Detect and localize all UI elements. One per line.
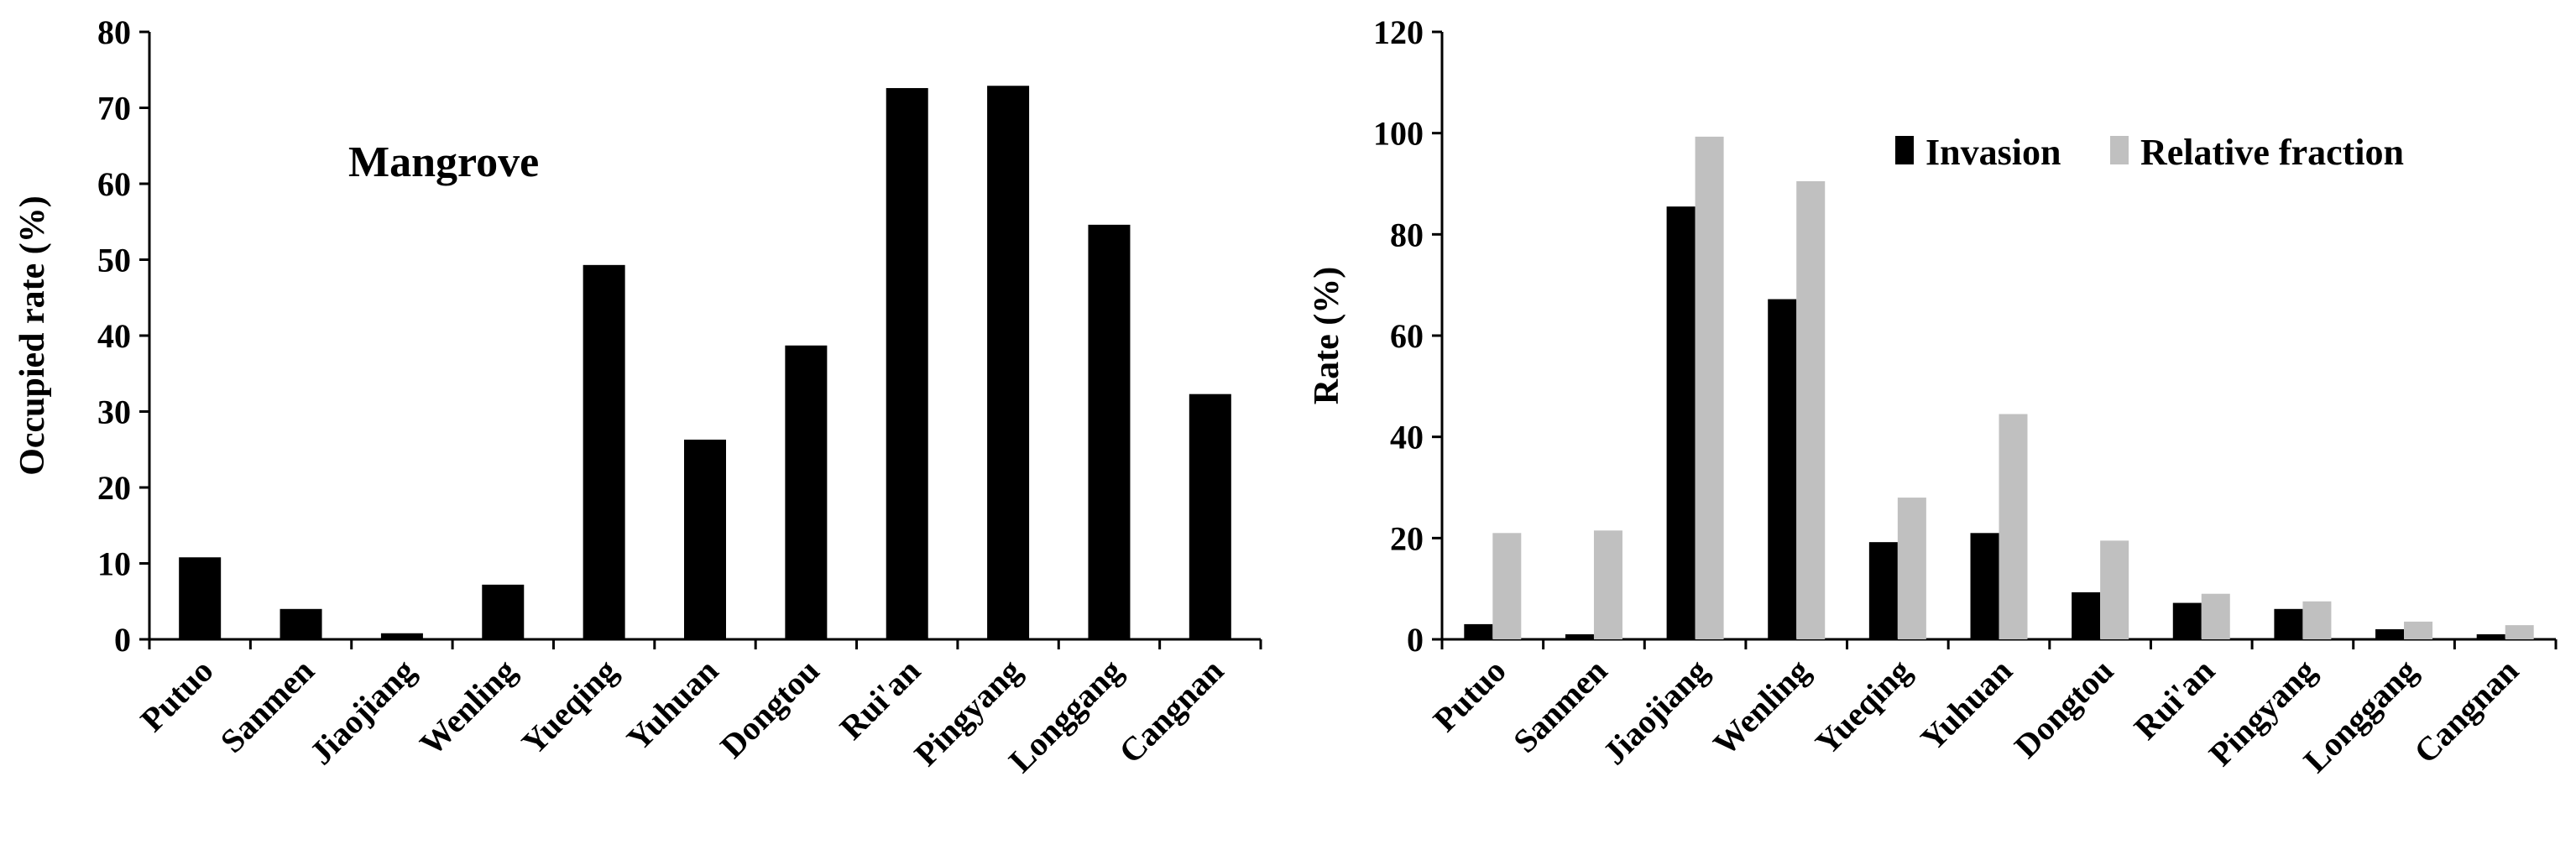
- bar-invasion-putuo: [1464, 623, 1493, 639]
- x-tick-label: Cangnan: [1111, 652, 1231, 771]
- y-tick-label: 70: [97, 90, 131, 128]
- bar-invasion-pingyang: [2274, 608, 2303, 639]
- x-tick-label: Wenling: [1706, 652, 1816, 763]
- y-tick-label: 80: [97, 13, 131, 51]
- bar-invasion-cangnan: [2476, 633, 2505, 639]
- x-tick-label: Yueqing: [1808, 652, 1918, 762]
- bar-invasion-jiaojiang: [1666, 206, 1696, 639]
- bar-cangnan: [1189, 394, 1231, 639]
- y-tick-label: 120: [1373, 13, 1424, 51]
- bar-wenling: [482, 584, 525, 639]
- bar-relative-fraction-pingyang: [2302, 601, 2332, 639]
- x-tick-label: Putuo: [133, 652, 220, 739]
- chart-panel-1: 01020304050607080PutuoSanmenJiaojiangWen…: [13, 13, 1262, 779]
- x-tick-label: Wenling: [412, 652, 523, 763]
- bar-putuo: [179, 557, 222, 639]
- x-tick-label: Cangnan: [2406, 652, 2526, 771]
- bar-relative-fraction-putuo: [1492, 533, 1522, 639]
- legend: Invasion Relative fraction: [1895, 132, 2404, 173]
- bar-invasion-sanmen: [1565, 633, 1594, 639]
- bar-dongtou: [785, 345, 828, 639]
- bar-ruian: [886, 87, 928, 640]
- bar-invasion-yueqing: [1868, 542, 1898, 639]
- x-tick-label: Yuhuan: [619, 652, 726, 758]
- x-tick-label: Jiaojiang: [1596, 652, 1716, 772]
- chart-annotation: Mangrove: [348, 138, 539, 186]
- y-tick-label: 50: [97, 242, 131, 279]
- y-tick-label: 20: [1390, 519, 1424, 557]
- bar-relative-fraction-yueqing: [1897, 498, 1926, 639]
- bar-yueqing: [583, 264, 625, 639]
- y-tick-label: 60: [97, 165, 131, 203]
- bar-relative-fraction-ruian: [2201, 593, 2230, 639]
- bar-relative-fraction-sanmen: [1593, 530, 1622, 639]
- bar-invasion-wenling: [1768, 299, 1797, 639]
- y-tick-label: 0: [1407, 621, 1424, 659]
- y-tick-label: 0: [114, 621, 131, 659]
- y-tick-label: 40: [97, 317, 131, 355]
- y-tick-label: 30: [97, 394, 131, 431]
- x-tick-label: Rui'an: [833, 652, 928, 748]
- x-tick-label: Dongtou: [2007, 652, 2121, 766]
- x-tick-label: Rui'an: [2127, 652, 2223, 748]
- bar-relative-fraction-cangnan: [2505, 625, 2534, 639]
- chart-panel-2: 020406080100120PutuoSanmenJiaojiangWenli…: [1308, 13, 2558, 779]
- bar-pingyang: [987, 86, 1030, 639]
- y-axis-title: Rate (%): [1308, 267, 1346, 404]
- y-tick-label: 80: [1390, 216, 1424, 253]
- x-tick-label: Yueqing: [515, 652, 624, 762]
- bar-yuhuan: [684, 439, 726, 639]
- bar-jiaojiang: [380, 633, 423, 639]
- y-tick-label: 40: [1390, 419, 1424, 456]
- y-tick-label: 10: [97, 545, 131, 583]
- bar-invasion-dongtou: [2072, 592, 2101, 639]
- y-tick-label: 100: [1373, 115, 1424, 153]
- x-tick-label: Dongtou: [713, 652, 827, 766]
- x-tick-label: Yuhuan: [1913, 652, 2020, 758]
- bar-invasion-yuhuan: [1970, 533, 1999, 639]
- bar-relative-fraction-longgang: [2404, 621, 2433, 639]
- bar-longgang: [1088, 224, 1131, 639]
- y-axis-title: Occupied rate (%): [13, 195, 52, 476]
- x-tick-label: Putuo: [1426, 652, 1513, 739]
- bar-invasion-longgang: [2375, 628, 2405, 639]
- legend-label: Invasion: [1925, 132, 2061, 173]
- bar-sanmen: [280, 608, 322, 639]
- bar-relative-fraction-dongtou: [2100, 540, 2129, 639]
- bar-invasion-ruian: [2172, 602, 2202, 639]
- bar-relative-fraction-wenling: [1796, 180, 1826, 639]
- y-tick-label: 20: [97, 469, 131, 507]
- bar-relative-fraction-jiaojiang: [1695, 136, 1724, 639]
- y-tick-label: 60: [1390, 317, 1424, 355]
- legend-swatch: [1895, 136, 1914, 164]
- legend-swatch: [2110, 136, 2129, 164]
- legend-label: Relative fraction: [2140, 132, 2404, 173]
- x-tick-label: Jiaojiang: [302, 652, 422, 772]
- bar-relative-fraction-yuhuan: [1999, 414, 2028, 639]
